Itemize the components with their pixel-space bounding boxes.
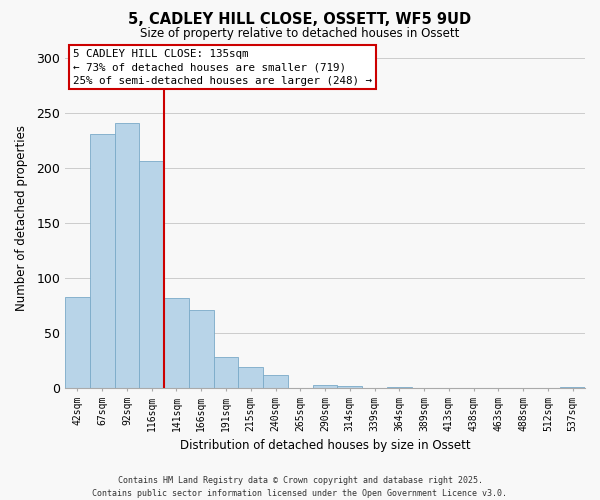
Bar [387, 387, 412, 388]
Y-axis label: Number of detached properties: Number of detached properties [15, 125, 28, 311]
Bar [214, 358, 238, 388]
Text: Contains HM Land Registry data © Crown copyright and database right 2025.
Contai: Contains HM Land Registry data © Crown c… [92, 476, 508, 498]
Bar [238, 368, 263, 388]
Bar [560, 387, 585, 388]
Text: 5, CADLEY HILL CLOSE, OSSETT, WF5 9UD: 5, CADLEY HILL CLOSE, OSSETT, WF5 9UD [128, 12, 472, 28]
Bar [115, 124, 139, 388]
X-axis label: Distribution of detached houses by size in Ossett: Distribution of detached houses by size … [180, 440, 470, 452]
Bar [164, 298, 189, 388]
Bar [313, 385, 337, 388]
Bar [65, 297, 90, 388]
Text: 5 CADLEY HILL CLOSE: 135sqm
← 73% of detached houses are smaller (719)
25% of se: 5 CADLEY HILL CLOSE: 135sqm ← 73% of det… [73, 49, 372, 86]
Text: Size of property relative to detached houses in Ossett: Size of property relative to detached ho… [140, 28, 460, 40]
Bar [139, 160, 164, 388]
Bar [189, 310, 214, 388]
Bar [263, 375, 288, 388]
Bar [90, 134, 115, 388]
Bar [337, 386, 362, 388]
